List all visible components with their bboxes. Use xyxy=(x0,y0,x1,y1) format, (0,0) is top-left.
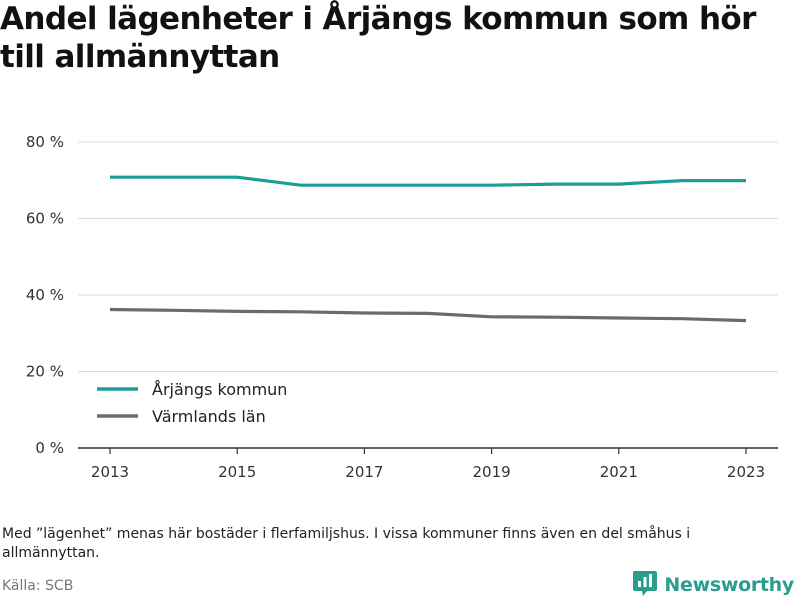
y-tick-label: 40 % xyxy=(26,286,64,304)
legend-label: Årjängs kommun xyxy=(152,380,287,399)
x-tick-label: 2021 xyxy=(600,463,638,481)
x-tick-label: 2013 xyxy=(91,463,129,481)
y-tick-label: 20 % xyxy=(26,363,64,381)
source-label: Källa: SCB xyxy=(2,578,74,594)
series-line-0 xyxy=(110,175,746,187)
chart-title: Andel lägenheter i Årjängs kommun som hö… xyxy=(0,1,756,75)
x-tick-label: 2023 xyxy=(727,463,765,481)
legend: Årjängs kommun Värmlands län xyxy=(97,380,287,426)
y-tick-label: 80 % xyxy=(26,133,64,151)
y-axis-ticks: 0 % 20 % 40 % 60 % 80 % xyxy=(26,133,64,457)
line-chart: 0 % 20 % 40 % 60 % 80 % 2013 2015 2017 2019 2021… xyxy=(26,133,778,481)
x-axis: 2013 2015 2017 2019 2021 2023 xyxy=(78,447,778,481)
legend-label: Värmlands län xyxy=(152,407,266,426)
y-tick-label: 0 % xyxy=(35,439,64,457)
chart-footnote: Med ”lägenhet” menas här bostäder i fler… xyxy=(2,526,691,561)
x-tick-label: 2015 xyxy=(218,463,256,481)
x-tick-label: 2019 xyxy=(473,463,511,481)
brand: Newsworthy xyxy=(632,570,794,600)
grid-lines xyxy=(78,141,778,372)
x-tick-label: 2017 xyxy=(345,463,383,481)
series-line-1 xyxy=(109,307,747,323)
y-tick-label: 60 % xyxy=(26,210,64,228)
newsworthy-logo-icon xyxy=(632,569,658,601)
series-lines xyxy=(109,175,747,323)
brand-name: Newsworthy xyxy=(664,574,794,596)
